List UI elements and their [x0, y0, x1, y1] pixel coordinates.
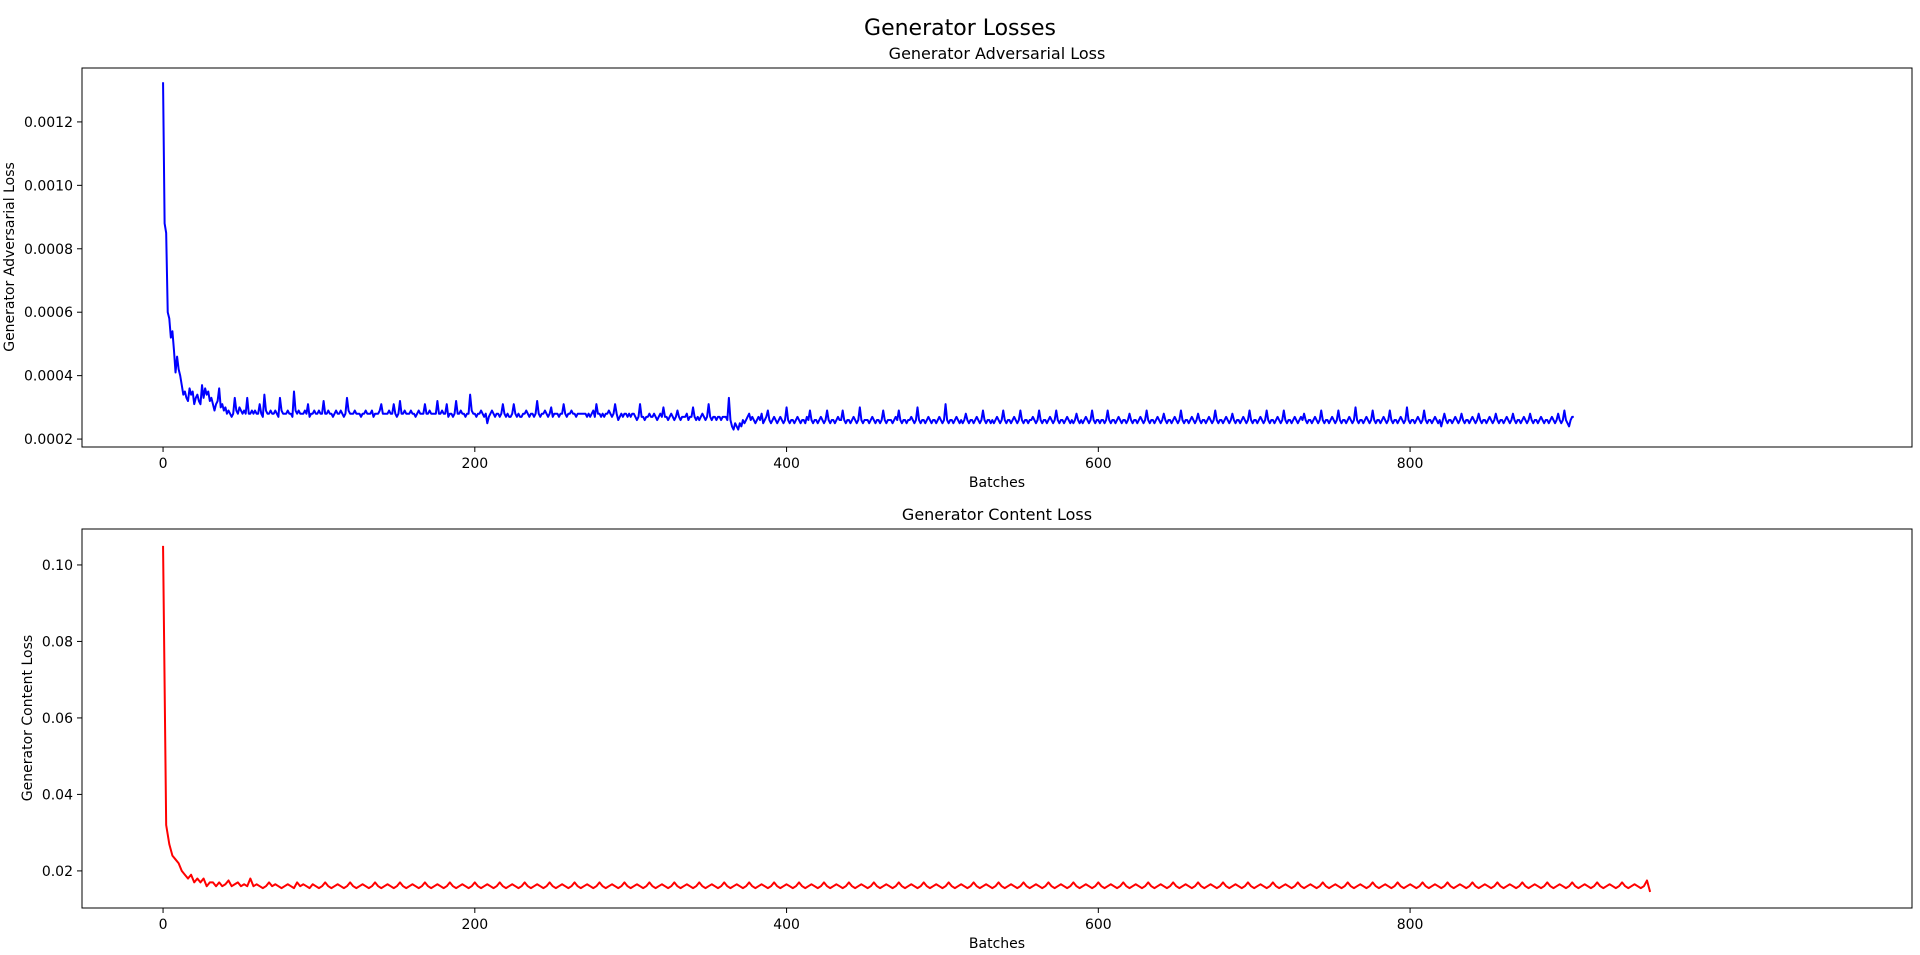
y-tick-label: 0.08	[42, 634, 73, 650]
subplot-title: Generator Content Loss	[902, 505, 1092, 524]
y-tick-label: 0.0002	[24, 432, 73, 448]
y-tick-label: 0.0006	[24, 305, 73, 321]
y-axis-label: Generator Content Loss	[20, 635, 36, 801]
y-tick-label: 0.0012	[24, 115, 73, 131]
x-tick-label: 800	[1397, 456, 1424, 472]
y-tick-label: 0.02	[42, 864, 73, 880]
x-axis-label: Batches	[969, 475, 1025, 491]
x-tick-label: 400	[773, 917, 800, 933]
y-tick-label: 0.0004	[24, 369, 73, 385]
x-ticks: 0 200 400 600 800	[159, 447, 1424, 472]
x-tick-label: 600	[1085, 917, 1112, 933]
subplot-adversarial-loss: Generator Adversarial Loss 0 200 400 600 800…	[2, 44, 1913, 491]
series-line	[162, 82, 1574, 431]
y-tick-label: 0.06	[42, 711, 73, 727]
x-tick-label: 200	[461, 917, 488, 933]
x-tick-label: 200	[461, 456, 488, 472]
x-ticks: 0 200 400 600 800	[159, 908, 1424, 933]
y-tick-label: 0.10	[42, 558, 73, 574]
y-ticks: 0.02 0.04 0.06 0.08 0.10	[42, 558, 82, 880]
figure-title: Generator Losses	[864, 16, 1056, 41]
y-axis-label: Generator Adversarial Loss	[2, 162, 18, 352]
series-layer	[162, 82, 1574, 431]
y-tick-label: 0.0008	[24, 242, 73, 258]
y-tick-label: 0.04	[42, 787, 73, 803]
x-tick-label: 0	[159, 456, 168, 472]
y-ticks: 0.0002 0.0004 0.0006 0.0008 0.0010 0.0012	[24, 115, 82, 448]
x-axis-label: Batches	[969, 936, 1025, 952]
x-tick-label: 400	[773, 456, 800, 472]
series-line	[162, 545, 1652, 893]
x-tick-label: 800	[1397, 917, 1424, 933]
subplot-title: Generator Adversarial Loss	[889, 44, 1106, 63]
axes-frame	[81, 528, 1913, 909]
axes-frame	[81, 67, 1913, 448]
subplot-content-loss: Generator Content Loss 0 200 400 600 800 0.0…	[20, 505, 1913, 952]
x-tick-label: 600	[1085, 456, 1112, 472]
x-tick-label: 0	[159, 917, 168, 933]
series-layer	[162, 545, 1652, 893]
y-tick-label: 0.0010	[24, 178, 73, 194]
